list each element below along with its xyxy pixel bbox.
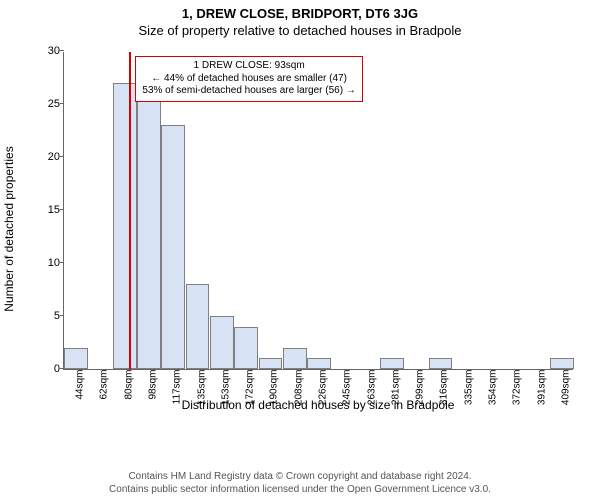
histogram-bar xyxy=(137,72,161,369)
footer-line-2: Contains public sector information licen… xyxy=(0,483,600,496)
y-tick-label: 20 xyxy=(34,151,60,163)
y-tick-label: 30 xyxy=(34,45,60,57)
x-tick-label: 62sqm xyxy=(99,370,110,400)
histogram-bar xyxy=(113,83,137,369)
x-tick-label: 80sqm xyxy=(123,370,134,400)
histogram-bar xyxy=(259,358,283,369)
property-callout: 1 DREW CLOSE: 93sqm← 44% of detached hou… xyxy=(135,56,362,102)
callout-line: 53% of semi-detached houses are larger (… xyxy=(142,85,355,98)
callout-line: ← 44% of detached houses are smaller (47… xyxy=(142,73,355,86)
histogram-bar xyxy=(283,348,307,369)
histogram-bar xyxy=(234,327,258,369)
property-marker-line xyxy=(129,52,131,369)
histogram-bar xyxy=(380,358,404,369)
x-tick-label: 44sqm xyxy=(75,370,86,400)
histogram-bar xyxy=(186,284,210,369)
y-tick-label: 25 xyxy=(34,98,60,110)
histogram-bar xyxy=(161,125,185,369)
histogram-bar xyxy=(64,348,88,369)
histogram-bar xyxy=(429,358,453,369)
plot-area: 05101520253044sqm62sqm80sqm98sqm117sqm13… xyxy=(63,52,573,370)
y-axis-label: Number of detached properties xyxy=(2,146,16,311)
callout-line: 1 DREW CLOSE: 93sqm xyxy=(142,60,355,73)
y-tick-label: 15 xyxy=(34,204,60,216)
histogram-bar xyxy=(210,316,234,369)
chart: Number of detached properties 0510152025… xyxy=(35,44,580,414)
footer-line-1: Contains HM Land Registry data © Crown c… xyxy=(0,470,600,483)
histogram-bar xyxy=(307,358,331,369)
attribution-footer: Contains HM Land Registry data © Crown c… xyxy=(0,470,600,496)
histogram-bar xyxy=(550,358,574,369)
y-tick-label: 10 xyxy=(34,257,60,269)
y-tick-label: 0 xyxy=(34,363,60,375)
page-title: 1, DREW CLOSE, BRIDPORT, DT6 3JG xyxy=(0,0,600,21)
x-tick-label: 98sqm xyxy=(148,370,159,400)
y-tick-label: 5 xyxy=(34,310,60,322)
x-axis-label: Distribution of detached houses by size … xyxy=(63,398,573,412)
page-subtitle: Size of property relative to detached ho… xyxy=(0,21,600,42)
